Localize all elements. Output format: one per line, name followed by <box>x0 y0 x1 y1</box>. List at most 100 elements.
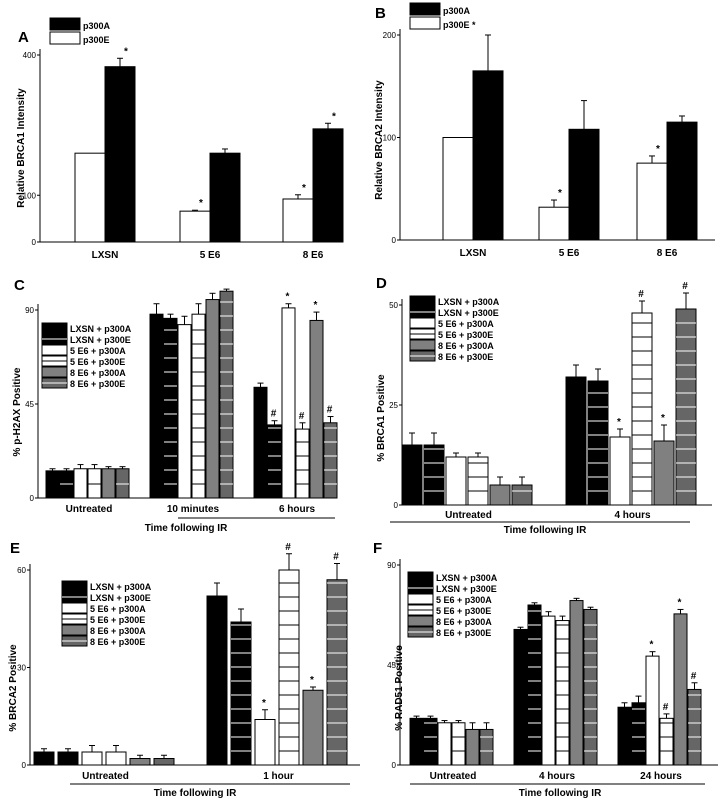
legend-label: 5 E6 + p300A <box>90 604 146 614</box>
panel-letter: C <box>14 277 25 294</box>
bar-E-1-2 <box>254 719 276 766</box>
x-category-label: 8 E6 <box>657 248 678 259</box>
y-tick-label: 0 <box>30 494 35 503</box>
x-category-label: 4 hours <box>539 771 576 782</box>
significance-mark: # <box>299 411 305 422</box>
y-tick-label: 50 <box>389 301 398 310</box>
x-axis-title: Time following IR <box>519 788 602 799</box>
x-axis-title: Time following IR <box>504 525 587 536</box>
panel-letter: F <box>373 540 382 557</box>
y-tick-label: 30 <box>17 664 26 673</box>
bar-C-0-3 <box>87 468 102 499</box>
significance-mark: * <box>332 111 336 122</box>
y-tick-label: 0 <box>392 761 397 770</box>
legend-swatch <box>49 17 81 31</box>
x-category-label: 6 hours <box>279 504 316 515</box>
legend-swatch <box>407 615 434 627</box>
x-category-label: LXSN <box>92 250 119 261</box>
x-axis-title: Time following IR <box>154 788 237 799</box>
x-category-label: 5 E6 <box>559 248 580 259</box>
legend-swatch <box>61 624 88 636</box>
legend-swatch <box>409 295 436 307</box>
x-category-label: Untreated <box>430 771 477 782</box>
bar-C-1-1 <box>163 317 178 499</box>
bar-D-0-3 <box>467 456 489 506</box>
bar-F-0-2 <box>437 722 452 766</box>
panel-letter: D <box>376 275 387 292</box>
legend-swatch <box>61 580 88 592</box>
bar-D-0-4 <box>489 484 511 506</box>
panel-letter: A <box>18 29 29 46</box>
significance-mark: * <box>617 417 621 428</box>
significance-mark: * <box>310 675 314 686</box>
y-tick-label: 0 <box>392 236 397 245</box>
bar-F-2-3 <box>659 717 674 766</box>
legend-swatch <box>409 339 436 351</box>
bar-F-2-0 <box>617 706 632 766</box>
significance-mark: * <box>199 198 203 209</box>
significance-mark: * <box>302 183 306 194</box>
significance-mark: * <box>262 698 266 709</box>
bar-C-1-5 <box>219 290 234 499</box>
legend-label: 8 E6 + p300A <box>438 341 494 351</box>
bar-E-1-1 <box>230 621 252 766</box>
bar-A-2-1 <box>312 128 344 243</box>
bar-F-1-3 <box>555 620 570 766</box>
bar-D-0-1 <box>423 444 445 506</box>
legend-label: 8 E6 + p300E <box>90 637 145 647</box>
significance-mark: * <box>124 46 128 57</box>
x-category-label: 4 hours <box>614 510 651 521</box>
legend-label: p300E * <box>443 20 476 30</box>
bar-A-1-1 <box>209 152 241 243</box>
y-tick-label: 0 <box>394 501 399 510</box>
legend-swatch <box>407 593 434 605</box>
bar-F-2-4 <box>673 613 688 766</box>
significance-mark: * <box>656 144 660 155</box>
bar-F-2-5 <box>687 688 702 766</box>
bar-F-0-5 <box>479 728 494 766</box>
bar-F-1-0 <box>513 628 528 766</box>
bar-B-2-0 <box>636 162 668 241</box>
bar-A-2-0 <box>282 198 314 243</box>
legend-label: 5 E6 + p300E <box>438 330 493 340</box>
significance-mark: # <box>638 289 644 300</box>
y-tick-label: 400 <box>23 51 37 60</box>
bar-D-1-3 <box>631 312 653 506</box>
legend-label: LXSN + p300E <box>70 335 131 345</box>
bar-E-0-4 <box>129 758 151 766</box>
significance-mark: * <box>661 413 665 424</box>
legend-label: 8 E6 + p300A <box>70 368 126 378</box>
legend: p300A p300E * <box>409 2 476 30</box>
x-category-label: 5 E6 <box>200 250 221 261</box>
y-axis-title: % BRCA1 Positive <box>376 374 387 462</box>
y-tick-label: 45 <box>387 661 396 670</box>
x-category-label: 24 hours <box>640 771 682 782</box>
bar-B-2-1 <box>666 121 698 241</box>
legend-swatch <box>41 344 68 356</box>
legend-label: 5 E6 + p300E <box>90 615 145 625</box>
legend-swatch <box>61 602 88 614</box>
panel-letter: B <box>375 5 386 22</box>
chart-panel-B: B 0 100 200 Relative BRCA2 Intensity LXSN * 5 E… <box>374 2 715 259</box>
significance-mark: # <box>333 552 339 563</box>
x-axis-title: Time following IR <box>145 523 228 534</box>
bar-D-1-2 <box>609 436 631 506</box>
significance-mark: # <box>663 702 669 713</box>
legend-swatch <box>409 2 441 16</box>
x-category-label: 1 hour <box>263 771 294 782</box>
bar-E-1-4 <box>302 689 324 766</box>
bar-C-1-2 <box>177 324 192 499</box>
bar-D-1-4 <box>653 440 675 506</box>
legend-label: 5 E6 + p300A <box>436 595 492 605</box>
bar-F-2-1 <box>631 702 646 766</box>
y-tick-label: 90 <box>387 561 396 570</box>
bar-A-1-0 <box>179 210 211 243</box>
bar-E-1-0 <box>206 595 228 766</box>
bar-A-0-1 <box>104 66 136 243</box>
bar-C-2-2 <box>281 307 296 499</box>
significance-mark: # <box>285 542 291 553</box>
y-axis-title: % BRCA2 Positive <box>8 644 19 732</box>
